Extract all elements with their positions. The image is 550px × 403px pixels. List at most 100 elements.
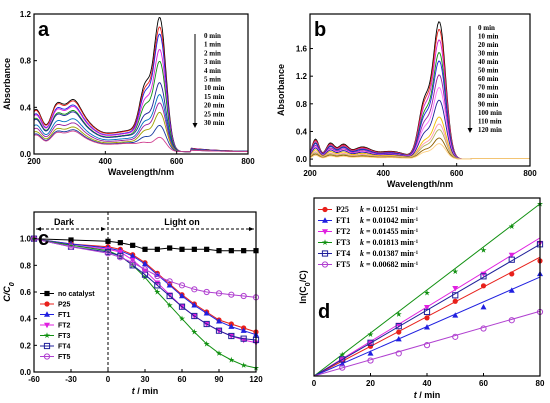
data-point xyxy=(130,242,136,248)
data-point xyxy=(240,327,247,333)
legend-label: 15 min xyxy=(204,93,225,101)
fit-line-FT4 xyxy=(313,243,541,377)
data-point xyxy=(367,331,374,338)
legend-label: 110 min xyxy=(478,118,502,126)
data-point xyxy=(104,250,112,257)
legend-label: 0 min xyxy=(478,24,495,32)
data-point xyxy=(424,304,430,311)
data-point xyxy=(203,340,210,347)
panel-b: 200 400 600 800 0.0 0.4 0.8 1.2 1.6 Wavelength/nm… xyxy=(276,13,537,189)
legend-marker xyxy=(43,332,51,339)
data-point xyxy=(423,342,431,349)
data-point xyxy=(216,318,222,324)
legend-k-value: k = 0.01251 min-1 xyxy=(360,205,419,214)
data-point xyxy=(105,238,111,244)
plot-frame xyxy=(33,13,249,155)
legend-label: 40 min xyxy=(478,58,499,66)
y-tick-label: 0.8 xyxy=(20,57,32,66)
data-point xyxy=(203,320,210,328)
legend-label: 4 min xyxy=(204,67,221,75)
dark-label: Dark xyxy=(54,217,75,227)
data-point xyxy=(241,248,247,254)
legend-marker xyxy=(44,322,50,329)
x-tick-label: 60 xyxy=(178,375,187,384)
legend-label: 3 min xyxy=(204,58,221,66)
legend-label: 20 min xyxy=(478,41,499,49)
legend-label: FT2 xyxy=(58,323,71,330)
legend-k-value: k = 0.01813 min-1 xyxy=(360,238,419,247)
data-point xyxy=(339,364,346,371)
data-point xyxy=(166,278,173,285)
legend-label: P25 xyxy=(58,302,71,309)
data-point xyxy=(395,323,402,330)
data-point xyxy=(452,292,459,299)
data-point xyxy=(191,302,198,308)
data-point xyxy=(367,357,374,364)
legend-label: 30 min xyxy=(204,119,225,127)
x-tick-label: 800 xyxy=(241,157,255,166)
data-point xyxy=(228,356,235,363)
data-point xyxy=(129,252,136,259)
data-point xyxy=(480,247,487,253)
data-point xyxy=(424,315,430,321)
legend-marker xyxy=(322,229,328,235)
legend-marker xyxy=(43,353,51,360)
data-point xyxy=(203,310,210,316)
data-point xyxy=(452,268,459,275)
data-point xyxy=(452,285,459,292)
legend-label: FT4 xyxy=(58,344,71,351)
light-arrowhead xyxy=(249,227,254,231)
plot-frame xyxy=(309,13,531,167)
data-point xyxy=(508,252,515,259)
y-tick-label: 0.2 xyxy=(20,341,32,350)
legend-label: 100 min xyxy=(478,109,502,117)
legend-label: P25 xyxy=(336,205,349,214)
y-tick-label: 0.0 xyxy=(296,155,308,164)
data-point xyxy=(142,260,148,267)
data-point xyxy=(203,288,210,296)
data-point xyxy=(367,350,374,356)
legend-label: FT4 xyxy=(336,249,350,258)
panel-d: 0 20 40 60 80 t / min ln(C0/C) d P25 k = 0.01251 … xyxy=(298,197,545,400)
panel-c: Dark Light on -60 -30 0 30 60 90 120 0.0 0.2 0.4 0.6… xyxy=(2,211,263,396)
data-point xyxy=(67,242,75,248)
x-tick-label: 40 xyxy=(423,379,432,388)
y-tick-label: 1.2 xyxy=(296,72,308,81)
y-tick-label: 0.4 xyxy=(20,103,32,112)
legend-label: 0 min xyxy=(204,32,221,40)
data-point xyxy=(452,312,459,318)
y-tick-label: 1.0 xyxy=(20,235,32,244)
data-point xyxy=(191,286,198,293)
data-point xyxy=(191,246,197,252)
x-tick-label: 20 xyxy=(366,379,375,388)
y-tick-label: 0.0 xyxy=(20,150,32,159)
data-point xyxy=(178,282,186,289)
data-point xyxy=(480,303,487,310)
x-tick-label: 0 xyxy=(312,379,317,388)
y-axis-label: C/C0 xyxy=(2,282,16,302)
data-point xyxy=(228,323,235,329)
x-tick-label: 30 xyxy=(141,375,150,384)
x-tick-label: 200 xyxy=(27,157,41,166)
legend-k-value: k = 0.00682 min-1 xyxy=(360,260,419,269)
data-point xyxy=(166,302,173,308)
data-point xyxy=(166,282,173,288)
legend-label: 25 min xyxy=(204,110,225,118)
data-point xyxy=(215,350,223,356)
data-point xyxy=(452,298,458,304)
legend-label: 10 min xyxy=(478,33,499,41)
data-point xyxy=(508,287,515,293)
legend-marker xyxy=(44,311,50,317)
y-tick-label: 0.6 xyxy=(20,288,32,297)
legend-marker xyxy=(43,342,51,350)
legend-marker xyxy=(44,290,50,297)
data-point xyxy=(228,291,235,298)
data-point xyxy=(117,249,124,256)
data-point xyxy=(508,317,515,324)
data-point xyxy=(191,328,198,335)
data-point xyxy=(508,256,515,263)
legend-k-value: k = 0.01387 min-1 xyxy=(360,249,419,258)
y-tick-label: 1.2 xyxy=(20,10,32,19)
legend-label: FT3 xyxy=(58,333,71,340)
